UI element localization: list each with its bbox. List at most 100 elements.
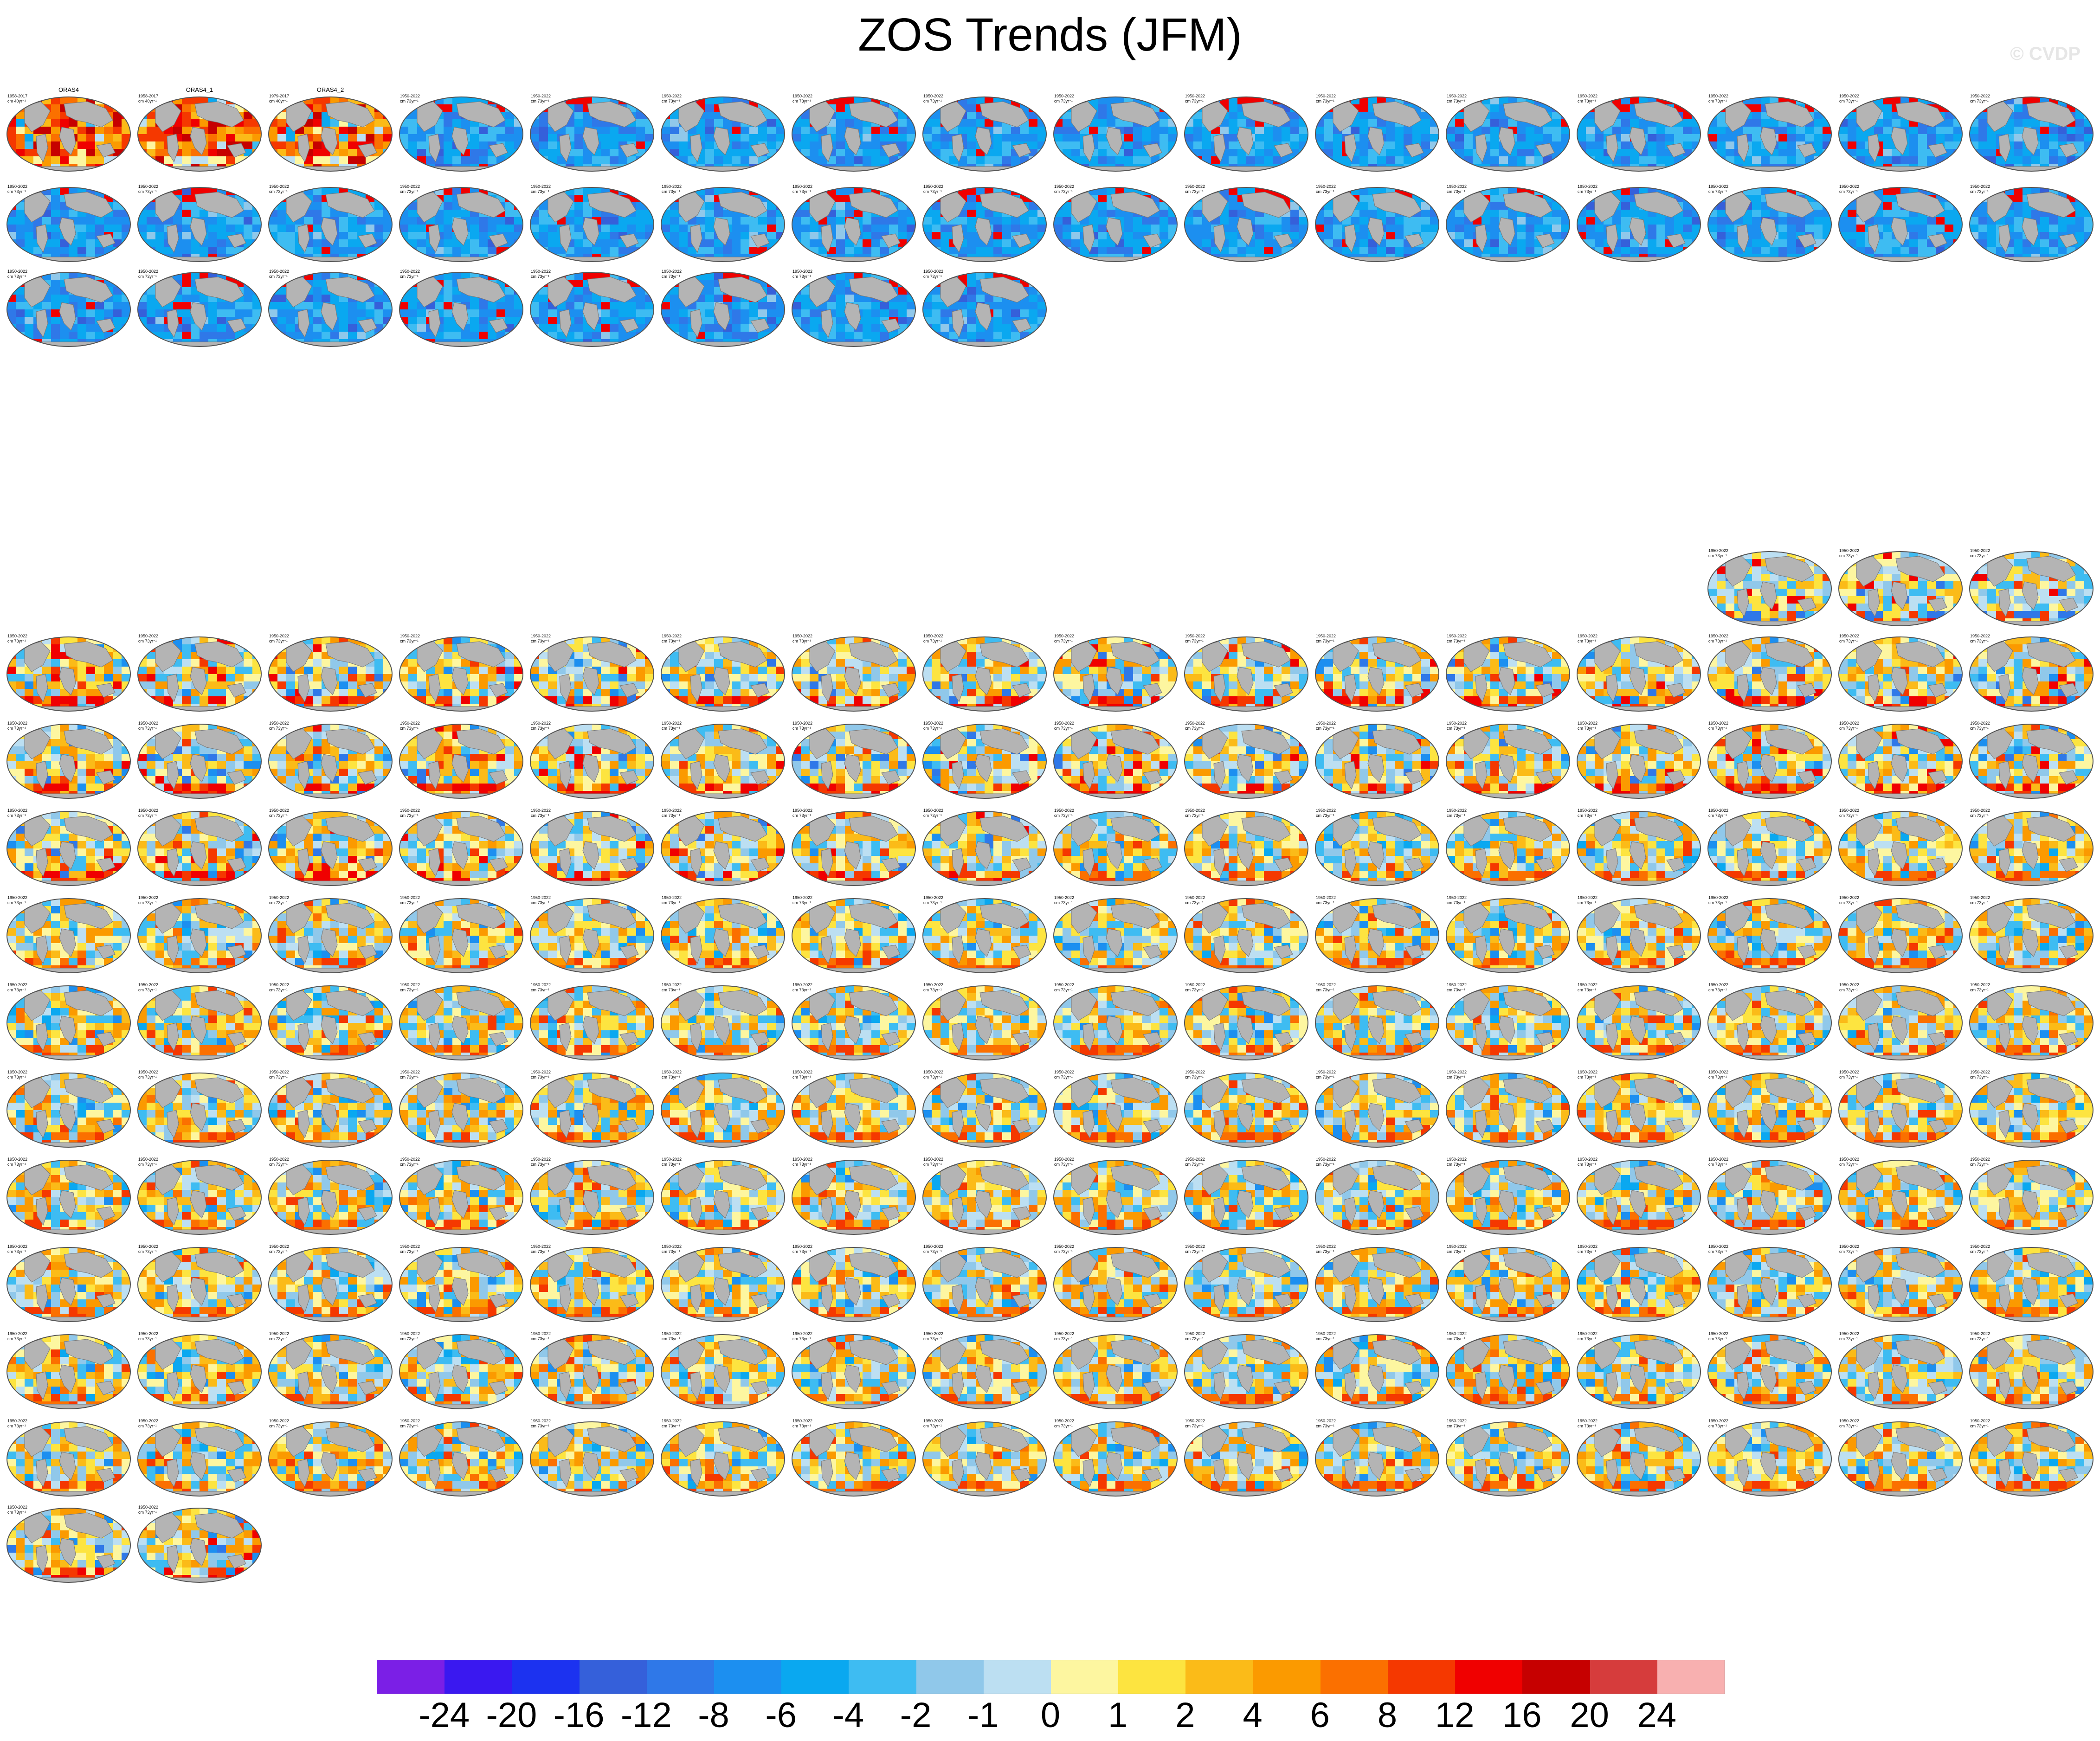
panel-side-label: cm 73yr⁻¹: [1578, 1424, 1596, 1428]
panel-side-label: cm 73yr⁻¹: [792, 274, 811, 279]
colorbar-swatch: [983, 1660, 1051, 1694]
colorbar-swatch: [1051, 1660, 1119, 1694]
panel-side-label: 1950-2022: [1578, 983, 1598, 987]
panel-side-label: 1950-2022: [1185, 634, 1205, 638]
panel-side-label: cm 73yr⁻¹: [7, 988, 26, 992]
panel-side-label: cm 73yr⁻¹: [138, 189, 157, 194]
panel-side-label: cm 73yr⁻¹: [923, 813, 942, 818]
panel-side-label: cm 73yr⁻¹: [923, 99, 942, 103]
panel-side-label: 1950-2022: [1839, 548, 1859, 553]
panel-side-label: 1950-2022: [138, 721, 158, 726]
panel-title: ORAS4_2: [317, 86, 344, 93]
panel-side-label: cm 73yr⁻¹: [138, 1075, 157, 1079]
panel-side-label: cm 73yr⁻¹: [792, 1162, 811, 1167]
panel-side-label: 1950-2022: [1708, 895, 1728, 900]
panel-side-label: cm 73yr⁻¹: [7, 1510, 26, 1515]
colorbar-tick-label: -8: [698, 1692, 729, 1739]
colorbar-swatch: [849, 1660, 916, 1694]
panel-side-label: 1950-2022: [1054, 1331, 1074, 1336]
panel-side-label: cm 73yr⁻¹: [1839, 99, 1858, 103]
panel-side-label: 1950-2022: [400, 895, 420, 900]
colorbar-swatch: [1590, 1660, 1657, 1694]
colorbar-swatch: [1253, 1660, 1321, 1694]
panel-side-label: 1950-2022: [1316, 634, 1336, 638]
panel-side-label: 1950-2022: [1054, 808, 1074, 813]
panel-side-label: 1950-2022: [1839, 184, 1859, 189]
panel-side-label: 1950-2022: [1054, 1419, 1074, 1423]
panel-side-label: 1950-2022: [662, 1157, 682, 1162]
panel-side-label: 1950-2022: [531, 94, 551, 98]
panel-side-label: 1950-2022: [1839, 1244, 1859, 1249]
panel-side-label: cm 73yr⁻¹: [138, 1424, 157, 1428]
panel-side-label: cm 73yr⁻¹: [792, 99, 811, 103]
colorbar-swatch: [1455, 1660, 1523, 1694]
panel-side-label: cm 73yr⁻¹: [1578, 189, 1596, 194]
panel-side-label: 1950-2022: [1054, 184, 1074, 189]
panel-side-label: cm 73yr⁻¹: [1447, 1075, 1465, 1079]
colorbar-swatch: [512, 1660, 580, 1694]
panel-side-label: cm 73yr⁻¹: [662, 1424, 680, 1428]
panel-side-label: 1950-2022: [269, 634, 289, 638]
panel-side-label: 1950-2022: [269, 983, 289, 987]
panel-side-label: cm 73yr⁻¹: [1708, 1424, 1727, 1428]
panel-side-label: cm 73yr⁻¹: [400, 1249, 419, 1254]
panel-side-label: cm 73yr⁻¹: [1054, 639, 1073, 643]
panel-side-label: 1950-2022: [400, 983, 420, 987]
panel-side-label: cm 73yr⁻¹: [269, 639, 288, 643]
panel-side-label: cm 73yr⁻¹: [792, 900, 811, 905]
panel-side-label: 1950-2022: [1839, 808, 1859, 813]
panel-side-label: 1950-2022: [1970, 1157, 1990, 1162]
panel-side-label: cm 73yr⁻¹: [1708, 189, 1727, 194]
panel-side-label: 1958-2017: [7, 94, 27, 98]
panel-side-label: cm 73yr⁻¹: [400, 1075, 419, 1079]
panel-side-label: 1950-2022: [662, 1070, 682, 1074]
panel-side-label: 1950-2022: [400, 184, 420, 189]
panel-side-label: cm 73yr⁻¹: [792, 1075, 811, 1079]
panel-side-label: cm 73yr⁻¹: [138, 1249, 157, 1254]
panel-side-label: 1950-2022: [1447, 808, 1467, 813]
panel-side-label: cm 73yr⁻¹: [1839, 1249, 1858, 1254]
panel-side-label: 1950-2022: [1578, 1331, 1598, 1336]
panel-side-label: 1950-2022: [138, 1244, 158, 1249]
panel-side-label: cm 73yr⁻¹: [923, 189, 942, 194]
panel-side-label: 1950-2022: [7, 269, 27, 274]
panel-side-label: 1950-2022: [1708, 1244, 1728, 1249]
colorbar-tick-label: 0: [1041, 1692, 1060, 1739]
panel-side-label: cm 73yr⁻¹: [1185, 1249, 1204, 1254]
